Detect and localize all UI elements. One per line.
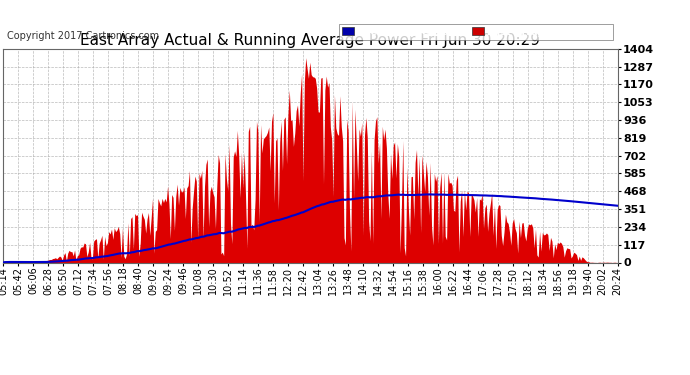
Title: East Array Actual & Running Average Power Fri Jun 30 20:29: East Array Actual & Running Average Powe… xyxy=(81,33,540,48)
Legend: Average  (DC Watts), East Array  (DC Watts): Average (DC Watts), East Array (DC Watts… xyxy=(339,24,613,39)
Text: Copyright 2017 Cartronics.com: Copyright 2017 Cartronics.com xyxy=(7,32,159,41)
